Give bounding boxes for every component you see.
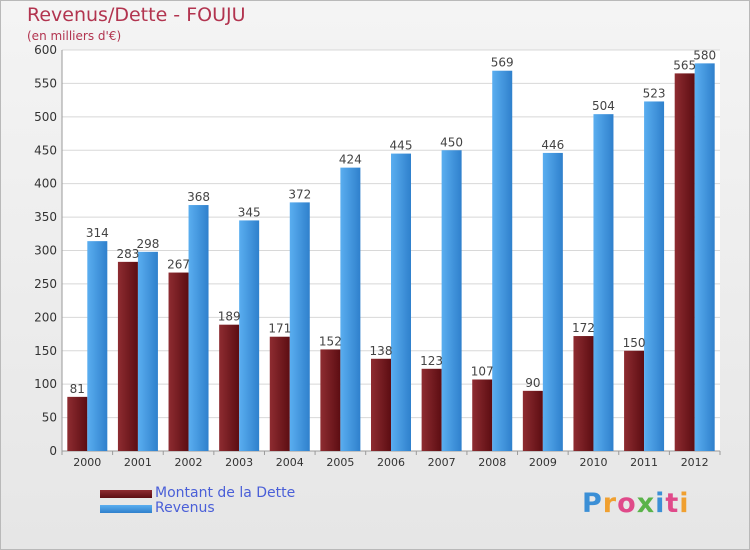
bar-revenue bbox=[137, 251, 158, 451]
y-tick-label: 300 bbox=[34, 244, 57, 258]
y-tick-label: 500 bbox=[34, 110, 57, 124]
x-tick-label: 2007 bbox=[428, 456, 456, 469]
logo-letter: x bbox=[636, 488, 656, 519]
logo-letter: P bbox=[582, 488, 603, 519]
bar-revenue bbox=[188, 205, 209, 451]
bar-debt bbox=[269, 336, 290, 451]
legend-label-revenue: Revenus bbox=[155, 500, 215, 516]
bar-debt bbox=[117, 261, 138, 451]
legend-label-debt: Montant de la Dette bbox=[155, 485, 296, 501]
x-tick-label: 2005 bbox=[326, 456, 354, 469]
x-tick-label: 2012 bbox=[681, 456, 709, 469]
y-tick-label: 350 bbox=[34, 210, 57, 224]
bar-debt bbox=[421, 368, 442, 451]
bar-debt bbox=[674, 73, 695, 452]
chart-subtitle: (en milliers d'€) bbox=[27, 29, 122, 43]
x-tick-label: 2004 bbox=[276, 456, 304, 469]
data-label-debt: 107 bbox=[471, 364, 494, 378]
data-label-debt: 283 bbox=[116, 247, 139, 261]
legend-swatch-debt bbox=[100, 490, 152, 498]
bar-debt bbox=[320, 349, 341, 451]
data-label-revenue: 445 bbox=[390, 139, 413, 153]
x-tick-label: 2006 bbox=[377, 456, 405, 469]
y-tick-label: 50 bbox=[42, 411, 57, 425]
y-tick-label: 100 bbox=[34, 377, 57, 391]
y-tick-label: 150 bbox=[34, 344, 57, 358]
y-tick-label: 200 bbox=[34, 310, 57, 324]
data-label-debt: 138 bbox=[370, 344, 393, 358]
bar-debt bbox=[573, 336, 594, 451]
data-label-revenue: 569 bbox=[491, 56, 514, 70]
data-label-debt: 189 bbox=[218, 310, 241, 324]
y-tick-label: 250 bbox=[34, 277, 57, 291]
data-label-debt: 123 bbox=[420, 354, 443, 368]
bar-debt bbox=[168, 272, 189, 451]
bar-revenue bbox=[542, 152, 563, 451]
x-tick-label: 2011 bbox=[630, 456, 658, 469]
x-tick-label: 2008 bbox=[478, 456, 506, 469]
data-label-revenue: 314 bbox=[86, 226, 109, 240]
data-label-revenue: 424 bbox=[339, 153, 362, 167]
x-tick-label: 2001 bbox=[124, 456, 152, 469]
y-tick-label: 450 bbox=[34, 143, 57, 157]
logo-letter: t bbox=[665, 488, 680, 519]
data-label-debt: 150 bbox=[623, 336, 646, 350]
x-tick-label: 2003 bbox=[225, 456, 253, 469]
bar-revenue bbox=[593, 114, 614, 451]
bar-revenue bbox=[239, 220, 260, 451]
data-label-debt: 171 bbox=[268, 322, 291, 336]
data-label-debt: 565 bbox=[673, 58, 696, 72]
proxiti-logo: Proxiti bbox=[582, 488, 690, 519]
legend-swatch-revenue bbox=[100, 505, 152, 513]
logo-letter: r bbox=[602, 488, 618, 519]
bar-debt bbox=[624, 350, 645, 451]
bar-debt bbox=[522, 390, 543, 451]
x-tick-label: 2000 bbox=[73, 456, 101, 469]
logo-letter: i bbox=[679, 488, 690, 519]
y-tick-label: 400 bbox=[34, 177, 57, 191]
chart-title: Revenus/Dette - FOUJU bbox=[27, 4, 246, 26]
data-label-revenue: 446 bbox=[541, 138, 564, 152]
bar-debt bbox=[472, 379, 493, 451]
data-label-debt: 81 bbox=[70, 382, 85, 396]
bar-debt bbox=[67, 396, 88, 451]
data-label-debt: 267 bbox=[167, 258, 190, 272]
data-label-debt: 90 bbox=[525, 376, 540, 390]
data-label-revenue: 504 bbox=[592, 99, 615, 113]
y-tick-label: 0 bbox=[49, 444, 57, 458]
bar-revenue bbox=[441, 150, 462, 451]
bar-revenue bbox=[289, 202, 310, 451]
bar-revenue bbox=[644, 101, 665, 451]
bar-debt bbox=[371, 358, 391, 451]
data-label-revenue: 298 bbox=[136, 237, 159, 251]
bars bbox=[67, 63, 715, 452]
x-tick-label: 2009 bbox=[529, 456, 557, 469]
x-tick-label: 2002 bbox=[175, 456, 203, 469]
bar-debt bbox=[219, 324, 240, 451]
bar-revenue bbox=[391, 153, 411, 451]
bar-revenue bbox=[87, 241, 108, 451]
data-label-revenue: 450 bbox=[440, 135, 463, 149]
bar-revenue bbox=[492, 70, 513, 452]
logo-letter: i bbox=[655, 488, 666, 519]
data-label-debt: 152 bbox=[319, 334, 342, 348]
data-label-debt: 172 bbox=[572, 321, 595, 335]
bar-revenue bbox=[340, 167, 361, 452]
data-label-revenue: 372 bbox=[288, 187, 311, 201]
y-tick-label: 600 bbox=[34, 43, 57, 57]
data-label-revenue: 523 bbox=[643, 86, 666, 100]
data-label-revenue: 580 bbox=[693, 48, 716, 62]
logo-letter: o bbox=[617, 488, 637, 519]
data-label-revenue: 368 bbox=[187, 190, 210, 204]
data-label-revenue: 345 bbox=[238, 205, 261, 219]
y-tick-label: 550 bbox=[34, 76, 57, 90]
bar-revenue bbox=[694, 63, 715, 451]
x-tick-label: 2010 bbox=[579, 456, 607, 469]
